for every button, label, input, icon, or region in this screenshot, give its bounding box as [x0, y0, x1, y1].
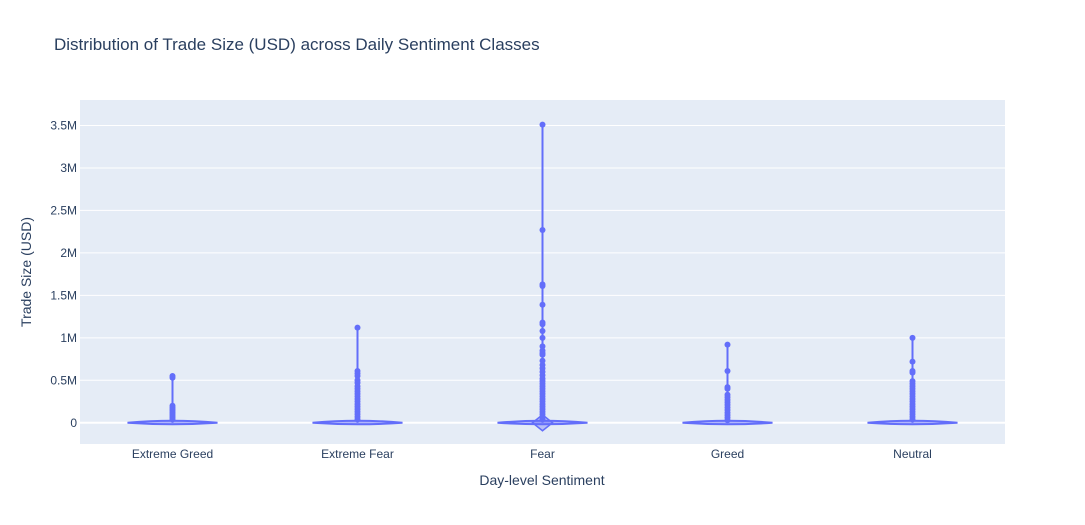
outlier-point	[354, 416, 361, 423]
outlier-point	[909, 416, 916, 423]
y-tick-label: 0	[70, 416, 77, 430]
outlier-point	[539, 416, 546, 423]
violins	[127, 121, 958, 432]
outlier-point	[909, 358, 916, 365]
y-tick-label: 1.5M	[50, 288, 77, 302]
outlier-point	[354, 324, 361, 331]
x-tick-labels: Extreme Greed Extreme Fear Fear Greed Neutra…	[132, 447, 932, 461]
outlier-point	[724, 385, 731, 392]
x-axis-title: Day-level Sentiment	[479, 472, 604, 488]
outlier-point	[539, 328, 546, 335]
outlier-point	[539, 301, 546, 308]
y-tick-label: 3M	[60, 161, 77, 175]
x-tick-label: Greed	[711, 447, 744, 461]
y-tick-label: 0.5M	[50, 373, 77, 387]
outlier-point	[909, 334, 916, 341]
outlier-point	[169, 374, 176, 381]
violin-greed	[682, 341, 773, 426]
chart-title: Distribution of Trade Size (USD) across …	[54, 35, 540, 54]
outlier-point	[169, 416, 176, 423]
outlier-point	[724, 417, 731, 424]
outlier-point	[539, 121, 546, 128]
outlier-point	[539, 351, 546, 358]
outlier-point	[539, 334, 546, 341]
outlier-point	[354, 373, 361, 380]
x-tick-label: Neutral	[893, 447, 932, 461]
y-tick-label: 1M	[60, 331, 77, 345]
violin-fear	[497, 121, 588, 432]
outlier-point	[724, 367, 731, 374]
violin-extreme-greed	[127, 373, 218, 426]
outlier-point	[539, 343, 546, 350]
outlier-point	[909, 369, 916, 376]
violin-extreme-fear	[312, 324, 403, 426]
y-tick-label: 3.5M	[50, 118, 77, 132]
outlier-point	[539, 357, 546, 364]
outlier-point	[539, 226, 546, 233]
outlier-point	[724, 341, 731, 348]
outlier-point	[539, 283, 546, 290]
violin-neutral	[867, 334, 958, 426]
x-tick-label: Extreme Fear	[321, 447, 394, 461]
outlier-point	[539, 321, 546, 328]
y-tick-labels: 0 0.5M 1M 1.5M 2M 2.5M 3M 3.5M	[50, 118, 77, 429]
y-tick-label: 2.5M	[50, 203, 77, 217]
x-tick-label: Extreme Greed	[132, 447, 213, 461]
x-tick-label: Fear	[530, 447, 555, 461]
y-axis-title: Trade Size (USD)	[18, 217, 34, 327]
y-tick-label: 2M	[60, 246, 77, 260]
